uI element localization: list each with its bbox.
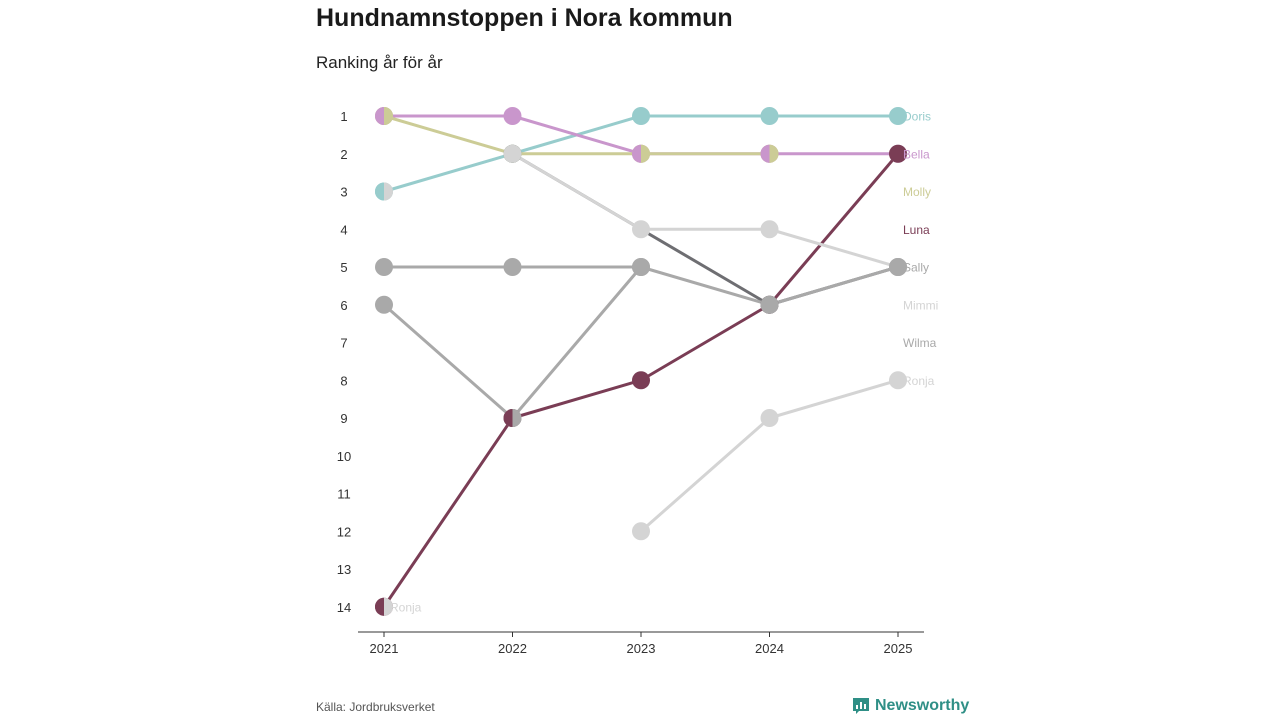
split-marker-right: [384, 597, 393, 616]
series-point-wilma: [889, 258, 907, 276]
series-point-mimmi: [760, 220, 779, 239]
series-point-wilma: [375, 258, 393, 276]
brand-name: Newsworthy: [875, 697, 970, 714]
end-label-luna: Luna: [903, 223, 930, 237]
y-tick-label: 10: [337, 449, 351, 464]
split-marker-left: [375, 182, 384, 201]
series-line-ronja: [639, 416, 771, 533]
split-marker-right: [641, 144, 650, 163]
y-tick-label: 3: [340, 185, 347, 200]
series-point-wilma: [503, 258, 522, 276]
split-marker-right: [512, 409, 522, 427]
series-line-wilma: [639, 265, 771, 307]
series-line-luna: [639, 303, 771, 382]
x-tick-label: 2021: [370, 641, 399, 656]
brand-logo[interactable]: Newsworthy: [852, 697, 969, 715]
x-tick-label: 2024: [755, 641, 784, 656]
series-line-wilma: [382, 303, 514, 420]
end-label-sally: Sally: [903, 261, 929, 275]
series-line-molly: [382, 114, 514, 156]
start-label-ronja: Ronja: [390, 600, 422, 614]
series-line-luna: [768, 152, 900, 307]
series-point-wilma: [760, 295, 779, 314]
series-line-luna: [382, 416, 514, 609]
y-tick-label: 5: [340, 260, 347, 275]
source-note: Källa: Jordbruksverket: [316, 700, 435, 714]
end-label-doris: Doris: [903, 110, 931, 124]
series-point-bella: [503, 107, 522, 125]
series-point-doris: [889, 107, 907, 125]
end-label-bella: Bella: [903, 147, 930, 161]
series-line-bella: [511, 114, 643, 156]
series-point-doris: [760, 107, 779, 125]
y-tick-label: 9: [340, 411, 347, 426]
y-tick-label: 7: [340, 336, 347, 351]
chart-title: Hundnamnstoppen i Nora kommun: [316, 4, 733, 32]
split-marker-left: [760, 144, 770, 163]
y-tick-label: 14: [337, 600, 351, 615]
series-point-ronja: [889, 371, 907, 390]
split-marker-right: [769, 144, 779, 163]
series-line-luna: [511, 378, 643, 420]
series-line-mimmi: [768, 227, 900, 269]
split-marker-left: [375, 597, 384, 616]
y-tick-label: 1: [340, 109, 347, 124]
series-point-luna: [632, 371, 650, 390]
series-line-wilma: [768, 265, 900, 307]
series-point-luna: [889, 144, 907, 163]
series-line-ronja: [768, 378, 900, 420]
y-tick-label: 8: [340, 373, 347, 388]
end-label-wilma: Wilma: [903, 336, 937, 350]
series-point-wilma: [632, 258, 650, 276]
y-tick-label: 11: [337, 487, 351, 502]
end-label-ronja: Ronja: [903, 374, 935, 388]
split-marker-right: [384, 182, 393, 201]
y-tick-label: 12: [337, 524, 351, 539]
y-tick-label: 2: [340, 147, 347, 162]
y-tick-label: 6: [340, 298, 347, 313]
newsworthy-logo-icon: [853, 698, 869, 714]
series-point-wilma: [375, 295, 393, 314]
series-line-wilma: [511, 265, 643, 420]
series-line-doris: [382, 152, 514, 193]
split-marker-left: [632, 144, 641, 163]
chart-subtitle: Ranking år för år: [316, 53, 443, 72]
y-tick-label: 13: [337, 562, 351, 577]
split-marker-right: [384, 107, 393, 125]
end-label-mimmi: Mimmi: [903, 298, 938, 312]
x-tick-label: 2025: [884, 641, 913, 656]
series-point-mimmi: [632, 220, 650, 239]
split-marker-left: [375, 107, 384, 125]
x-tick-label: 2022: [498, 641, 527, 656]
series-point-ronja: [632, 522, 650, 541]
split-marker-left: [503, 409, 513, 427]
y-tick-label: 4: [340, 222, 347, 237]
x-tick-label: 2023: [627, 641, 656, 656]
series-point-ronja: [760, 409, 779, 427]
series-point-mimmi: [503, 144, 522, 163]
end-label-molly: Molly: [903, 185, 931, 199]
series-point-doris: [632, 107, 650, 125]
series-line-mimmi: [511, 152, 643, 231]
